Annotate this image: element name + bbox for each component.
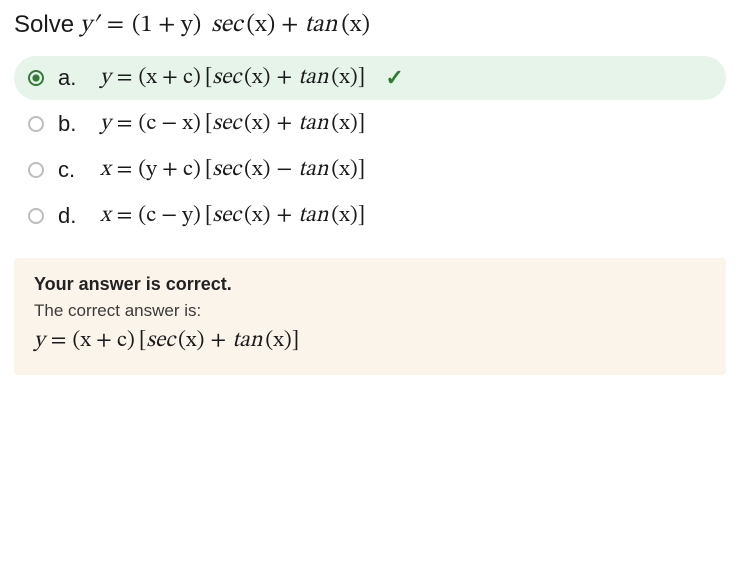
feedback-subtitle: The correct answer is: [34, 301, 706, 321]
option-c[interactable]: c. x = (y + c) [ sec (x) − tan (x) ] [14, 148, 726, 192]
solve-label: Solve [14, 11, 74, 39]
option-letter: b. [58, 111, 80, 137]
option-a[interactable]: a. y = (x + c) [ sec (x) + tan (x) ] ✓ [14, 56, 726, 100]
option-equation: x = (c − y) [ sec (x) + tan (x) ] [100, 202, 365, 230]
option-equation: y = (x + c) [ sec (x) + tan (x) ] [100, 64, 365, 92]
option-b[interactable]: b. y = (c − x) [ sec (x) + tan (x) ] [14, 102, 726, 146]
feedback-box: Your answer is correct. The correct answ… [14, 258, 726, 375]
option-letter: c. [58, 157, 80, 183]
feedback-title: Your answer is correct. [34, 274, 706, 295]
radio-unchecked-icon[interactable] [28, 162, 44, 178]
option-d[interactable]: d. x = (c − y) [ sec (x) + tan (x) ] [14, 194, 726, 238]
radio-checked-icon[interactable] [28, 70, 44, 86]
option-letter: d. [58, 203, 80, 229]
question-equation: y′ = (1 + y) sec (x) + tan (x) [80, 10, 370, 40]
feedback-answer: y = (x + c) [ sec (x) + tan (x) ] [34, 327, 706, 355]
radio-unchecked-icon[interactable] [28, 208, 44, 224]
option-equation: y = (c − x) [ sec (x) + tan (x) ] [100, 110, 365, 138]
options-group: a. y = (x + c) [ sec (x) + tan (x) ] ✓ b… [14, 56, 726, 238]
radio-unchecked-icon[interactable] [28, 116, 44, 132]
option-letter: a. [58, 65, 80, 91]
question-text: Solve y′ = (1 + y) sec (x) + tan (x) [14, 10, 726, 40]
option-equation: x = (y + c) [ sec (x) − tan (x) ] [100, 156, 365, 184]
check-icon: ✓ [385, 65, 403, 91]
